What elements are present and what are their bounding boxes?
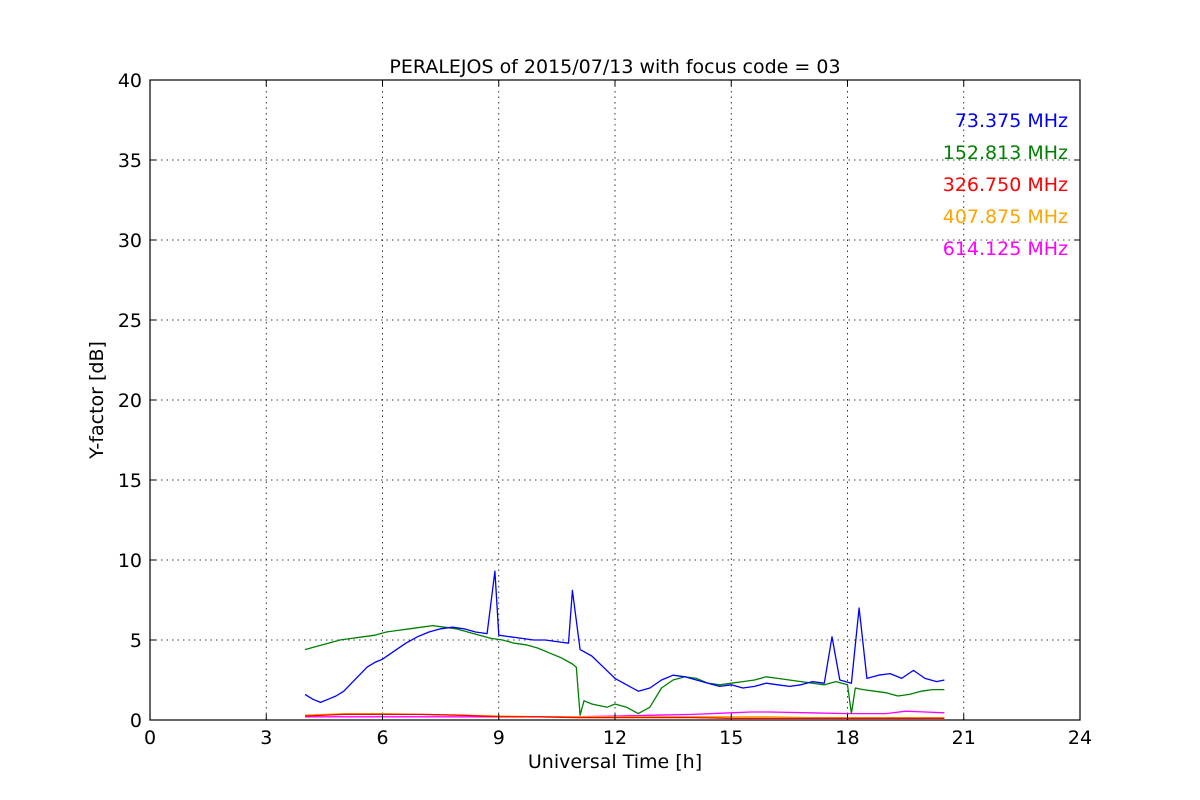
- y-tick-label: 10: [118, 550, 142, 572]
- legend-entry: 407.875 MHz: [943, 206, 1068, 228]
- legend-entry: 326.750 MHz: [943, 174, 1068, 196]
- x-tick-label: 21: [952, 727, 976, 749]
- x-axis-ticks: 0 3 6 9 12 15 18 21 24: [144, 80, 1092, 749]
- x-tick-label: 9: [493, 727, 505, 749]
- y-tick-label: 0: [130, 710, 142, 732]
- series-line-2: [304, 713, 945, 720]
- y-tick-label: 35: [118, 150, 142, 172]
- y-tick-label: 5: [130, 630, 142, 652]
- series-layer: [304, 570, 945, 720]
- series-line-4: [305, 710, 945, 718]
- y-tick-label: 25: [118, 310, 142, 332]
- x-tick-label: 12: [603, 727, 627, 749]
- chart-title: PERALEJOS of 2015/07/13 with focus code …: [389, 56, 840, 78]
- y-tick-label: 30: [118, 230, 142, 252]
- legend-entry: 614.125 MHz: [943, 238, 1068, 260]
- x-tick-label: 0: [144, 727, 156, 749]
- legend-entry: 152.813 MHz: [943, 142, 1068, 164]
- y-tick-label: 15: [118, 470, 142, 492]
- x-tick-label: 3: [260, 727, 272, 749]
- y-axis-ticks: 0 5 10 15 20 25 30 35 40: [118, 70, 1080, 732]
- y-tick-label: 40: [118, 70, 142, 92]
- y-tick-label: 20: [118, 390, 142, 412]
- legend: 73.375 MHz 152.813 MHz 326.750 MHz 407.875 …: [943, 110, 1068, 260]
- y-axis-label: Y-factor [dB]: [86, 341, 108, 460]
- legend-entry: 73.375 MHz: [955, 110, 1068, 132]
- x-tick-label: 24: [1068, 727, 1092, 749]
- x-tick-label: 6: [376, 727, 388, 749]
- x-tick-label: 18: [835, 727, 859, 749]
- x-axis-label: Universal Time [h]: [528, 751, 702, 773]
- grid-lines: [150, 80, 1080, 720]
- series-line-1: [304, 624, 945, 716]
- x-tick-label: 15: [719, 727, 743, 749]
- series-line-0: [304, 570, 945, 704]
